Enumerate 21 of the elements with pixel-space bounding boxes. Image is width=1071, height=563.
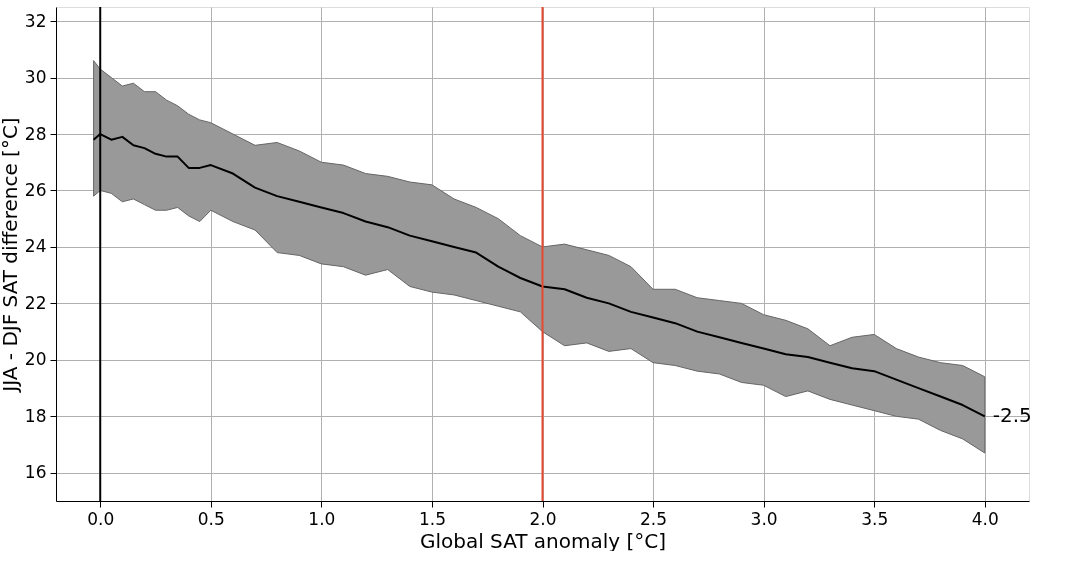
y-axis-title: JJA - DJF SAT difference [°C] xyxy=(0,117,22,394)
x-tick-label: 3.0 xyxy=(750,508,778,529)
x-tick-label: 3.5 xyxy=(861,508,889,529)
y-tick-label: 16 xyxy=(24,462,47,483)
x-tick-label: 2.0 xyxy=(529,508,557,529)
y-tick-label: 24 xyxy=(24,236,47,257)
y-tick-label: 30 xyxy=(24,67,47,88)
x-axis-title: Global SAT anomaly [°C] xyxy=(419,528,667,553)
y-tick-label: 32 xyxy=(24,10,47,31)
x-tick-label: 0.5 xyxy=(197,508,225,529)
y-tick-label: 26 xyxy=(24,179,47,200)
x-tick-label: 1.0 xyxy=(308,508,336,529)
x-tick-label: 4.0 xyxy=(971,508,999,529)
x-tick-label: 2.5 xyxy=(640,508,668,529)
x-tick-label: 1.5 xyxy=(418,508,446,529)
y-tick-label: 22 xyxy=(24,292,47,313)
y-tick-label: 20 xyxy=(24,349,47,370)
x-tick-label: 0.0 xyxy=(87,508,115,529)
annotation: -2.5 xyxy=(992,403,1032,428)
y-tick-label: 18 xyxy=(24,405,47,426)
y-tick-label: 28 xyxy=(24,123,47,144)
